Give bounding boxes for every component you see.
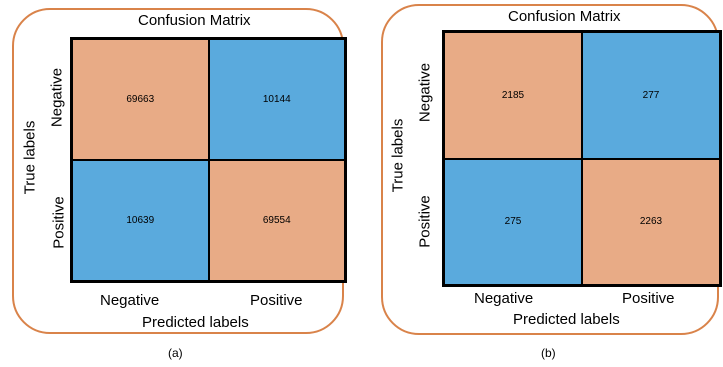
panel-a-cell-tn: 69663 <box>72 39 209 160</box>
panel-b-xlabel: Predicted labels <box>513 311 620 328</box>
panel-a-title: Confusion Matrix <box>138 12 251 29</box>
panel-b-row-label-negative: Negative <box>416 62 434 123</box>
panel-b-cell-tp: 2263 <box>582 158 720 285</box>
panel-b-cell-fp: 277 <box>582 32 720 159</box>
panel-b-title: Confusion Matrix <box>508 8 621 25</box>
panel-b-caption: (b) <box>541 346 556 360</box>
panel-a-matrix: 69663 10144 10639 69554 <box>70 37 347 283</box>
panel-a-cell-fn: 10639 <box>72 160 209 281</box>
panel-b-col-label-negative: Negative <box>474 290 534 307</box>
panel-b-ylabel: True labels <box>389 118 407 193</box>
panel-a-row-label-negative: Negative <box>48 67 66 128</box>
panel-b-col-label-positive: Positive <box>622 290 675 307</box>
panel-a-xlabel: Predicted labels <box>142 314 249 331</box>
panel-a-cell-tp: 69554 <box>208 160 345 281</box>
panel-a-col-label-positive: Positive <box>250 292 303 309</box>
panel-a-caption: (a) <box>168 346 183 360</box>
panel-b-row-label-positive: Positive <box>416 195 434 248</box>
panel-a-row-label-positive: Positive <box>50 196 68 249</box>
panel-b-matrix: 2185 277 275 2263 <box>442 30 722 287</box>
panel-a-ylabel: True labels <box>21 120 39 195</box>
panel-a-cell-fp: 10144 <box>208 39 345 160</box>
panel-b-cell-tn: 2185 <box>444 32 582 159</box>
panel-b-cell-fn: 275 <box>444 158 582 285</box>
panel-a-col-label-negative: Negative <box>100 292 160 309</box>
